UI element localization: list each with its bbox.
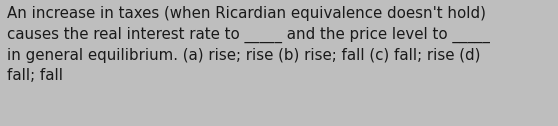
Text: An increase in taxes (when Ricardian equivalence doesn't hold)
causes the real i: An increase in taxes (when Ricardian equ…	[7, 6, 490, 83]
